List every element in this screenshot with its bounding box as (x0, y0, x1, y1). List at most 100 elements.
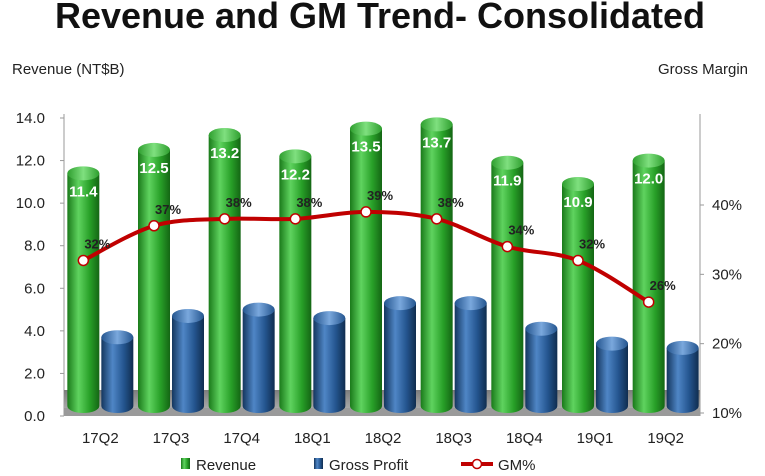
gross-profit-bar (596, 336, 628, 413)
y2-tick-label: 30% (712, 266, 742, 283)
gross-profit-bar-top (525, 321, 558, 336)
gm-value-label: 39% (367, 188, 393, 203)
category-label: 19Q2 (647, 430, 684, 447)
gross-profit-bar (242, 302, 275, 413)
gross-profit-bar-body (313, 318, 346, 414)
gross-profit-bar-top (596, 336, 628, 351)
y-axis-label: Revenue (NT$B) (12, 61, 125, 78)
legend-revenue-label: Revenue (196, 457, 256, 474)
revenue-bar (350, 121, 382, 413)
y-tick-label: 6.0 (24, 280, 45, 297)
gm-value-label: 38% (438, 195, 464, 210)
y2-tick-label: 40% (712, 197, 742, 214)
revenue-value-label: 13.7 (422, 134, 451, 151)
gm-point (642, 296, 655, 308)
gm-point (572, 254, 584, 267)
revenue-value-label: 11.9 (493, 173, 521, 190)
gross-profit-bar-body (384, 303, 416, 413)
chart-title: Revenue and GM Trend- Consolidated (55, 0, 705, 36)
category-label: 18Q1 (294, 430, 331, 447)
revenue-bar-top (420, 117, 453, 132)
revenue-bar-top (491, 155, 524, 170)
gross-profit-bar-top (101, 330, 134, 345)
y-tick-label: 14.0 (16, 110, 45, 127)
revenue-value-label: 12.5 (139, 160, 168, 177)
gm-line-series: 32% 37% 38% 38% 39% 38% 34% 32% 26% (77, 188, 676, 308)
gross-profit-bar-body (172, 315, 204, 413)
revenue-bar-top (67, 166, 100, 181)
gross-profit-bar (313, 311, 346, 414)
gm-point (430, 213, 443, 225)
revenue-value-label: 13.2 (210, 145, 239, 162)
gm-value-label: 37% (155, 202, 181, 217)
gm-point (77, 254, 90, 267)
revenue-bar-body (350, 128, 382, 413)
revenue-value-label: 10.9 (563, 194, 592, 211)
revenue-bar-body (208, 135, 241, 414)
revenue-bar (208, 128, 241, 414)
gm-point (289, 213, 302, 225)
revenue-bar-top (138, 142, 170, 157)
revenue-bar-body (632, 160, 665, 414)
y-tick-label: 8.0 (24, 238, 45, 255)
category-label: 17Q2 (82, 430, 119, 447)
revenue-bar (279, 149, 312, 414)
revenue-bar (420, 117, 453, 414)
gm-value-label: 34% (508, 223, 534, 238)
gross-profit-bar-top (384, 296, 416, 311)
category-label: 18Q4 (506, 430, 543, 447)
revenue-bar-body (562, 183, 594, 413)
revenue-bar-body (138, 149, 170, 413)
gross-profit-bar-body (525, 328, 558, 414)
revenue-bar-top (562, 176, 594, 191)
gross-profit-bar (101, 330, 134, 413)
y-tick-label: 12.0 (16, 153, 45, 170)
revenue-bar (632, 153, 665, 414)
gross-profit-bar-top (666, 340, 699, 355)
revenue-bar-top (632, 153, 665, 168)
gm-value-label: 32% (579, 236, 605, 251)
gm-value-label: 32% (84, 236, 110, 251)
gm-point (218, 213, 231, 225)
revenue-value-label: 13.5 (351, 139, 380, 156)
y2-tick-label: 10% (712, 405, 742, 422)
gross-profit-bar-top (172, 308, 204, 323)
y-tick-label: 0.0 (24, 408, 45, 425)
gross-profit-bar-top (242, 302, 275, 317)
revenue-bar (138, 142, 170, 413)
category-label: 19Q1 (577, 430, 614, 447)
gross-profit-bar-body (454, 303, 487, 414)
y2-tick-label: 20% (712, 336, 742, 353)
gross-profit-bar (454, 296, 487, 414)
y2-axis-ticks: 10% 20% 30% 40% (700, 197, 742, 422)
revenue-bar (491, 155, 524, 413)
gross-profit-bar (384, 296, 416, 413)
bar-series: 11.4 12.5 13.2 12.2 13.5 13.7 11.9 10.9 12.0 (67, 117, 699, 414)
y-tick-label: 2.0 (24, 365, 45, 382)
gross-profit-bar (172, 308, 204, 413)
gm-point (360, 206, 372, 218)
revenue-bar-top (279, 149, 312, 164)
legend: Revenue Gross Profit GM% (181, 457, 536, 474)
gm-value-label: 38% (226, 195, 252, 210)
revenue-bar-top (350, 121, 382, 136)
category-labels: 17Q2 17Q3 17Q4 18Q1 18Q2 18Q3 18Q4 19Q1 19Q2 (82, 430, 684, 447)
legend-gross-profit-label: Gross Profit (329, 457, 409, 474)
legend-revenue-swatch (181, 458, 190, 469)
category-label: 17Q4 (223, 430, 260, 447)
gm-value-label: 26% (650, 278, 676, 293)
legend-gm-marker (471, 458, 483, 470)
y-axis-ticks: 0.0 2.0 4.0 6.0 8.0 10.0 12.0 14.0 (16, 110, 64, 425)
legend-gm-label: GM% (498, 457, 536, 474)
category-label: 18Q3 (435, 430, 472, 447)
revenue-bar-body (491, 162, 524, 413)
revenue-value-label: 11.4 (69, 183, 98, 200)
gross-profit-bar-top (313, 311, 346, 326)
gross-profit-bar-body (596, 343, 628, 413)
gm-value-label: 38% (296, 195, 322, 210)
category-label: 17Q3 (153, 430, 190, 447)
gross-profit-bar (666, 340, 699, 414)
y2-axis-label: Gross Margin (658, 61, 748, 78)
revenue-bar-body (420, 124, 453, 414)
